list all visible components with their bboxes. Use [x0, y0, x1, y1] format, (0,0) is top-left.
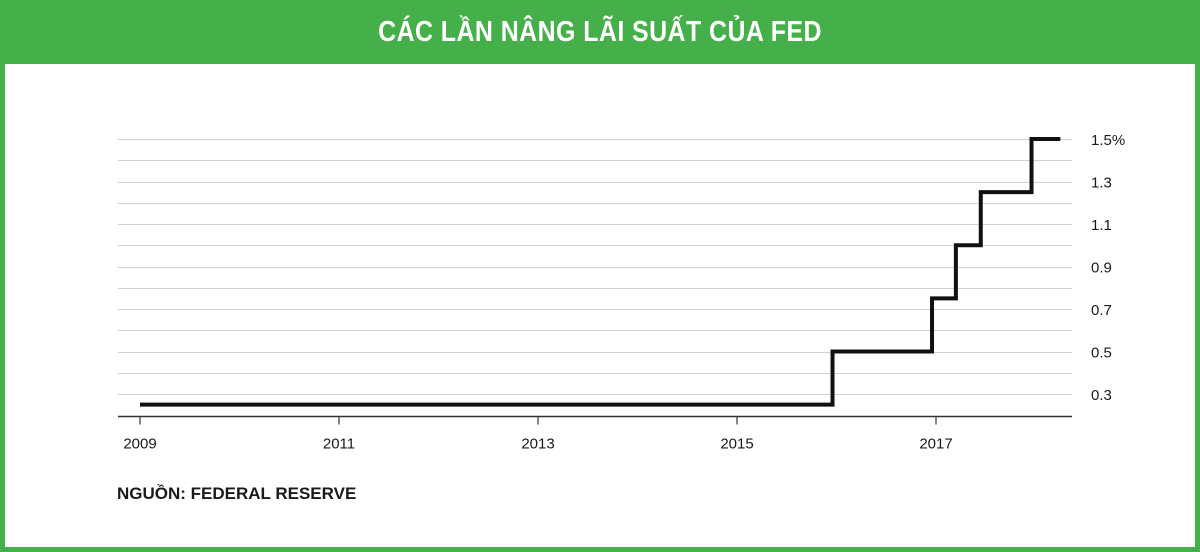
y-tick-label: 0.9 — [1091, 260, 1112, 277]
x-tick-label: 2009 — [123, 436, 156, 453]
y-tick-label: 0.7 — [1091, 302, 1112, 319]
x-tick-label: 2011 — [323, 436, 355, 453]
y-tick-label: 1.5% — [1091, 132, 1125, 149]
x-tick-label: 2015 — [720, 436, 753, 453]
title-bar: CÁC LẦN NÂNG LÃI SUẤT CỦA FED — [0, 0, 1200, 64]
chart-title: CÁC LẦN NÂNG LÃI SUẤT CỦA FED — [378, 15, 822, 48]
y-tick-label: 0.5 — [1091, 345, 1112, 362]
x-tick-label: 2017 — [919, 436, 952, 453]
y-tick-label: 1.3 — [1091, 175, 1112, 192]
source-note: NGUỒN: FEDERAL RESERVE — [117, 484, 357, 503]
rate-step-line — [140, 137, 1061, 407]
y-tick-label: 0.3 — [1091, 387, 1112, 404]
y-tick-label: 1.1 — [1091, 217, 1112, 234]
x-tick-label: 2013 — [521, 436, 554, 453]
